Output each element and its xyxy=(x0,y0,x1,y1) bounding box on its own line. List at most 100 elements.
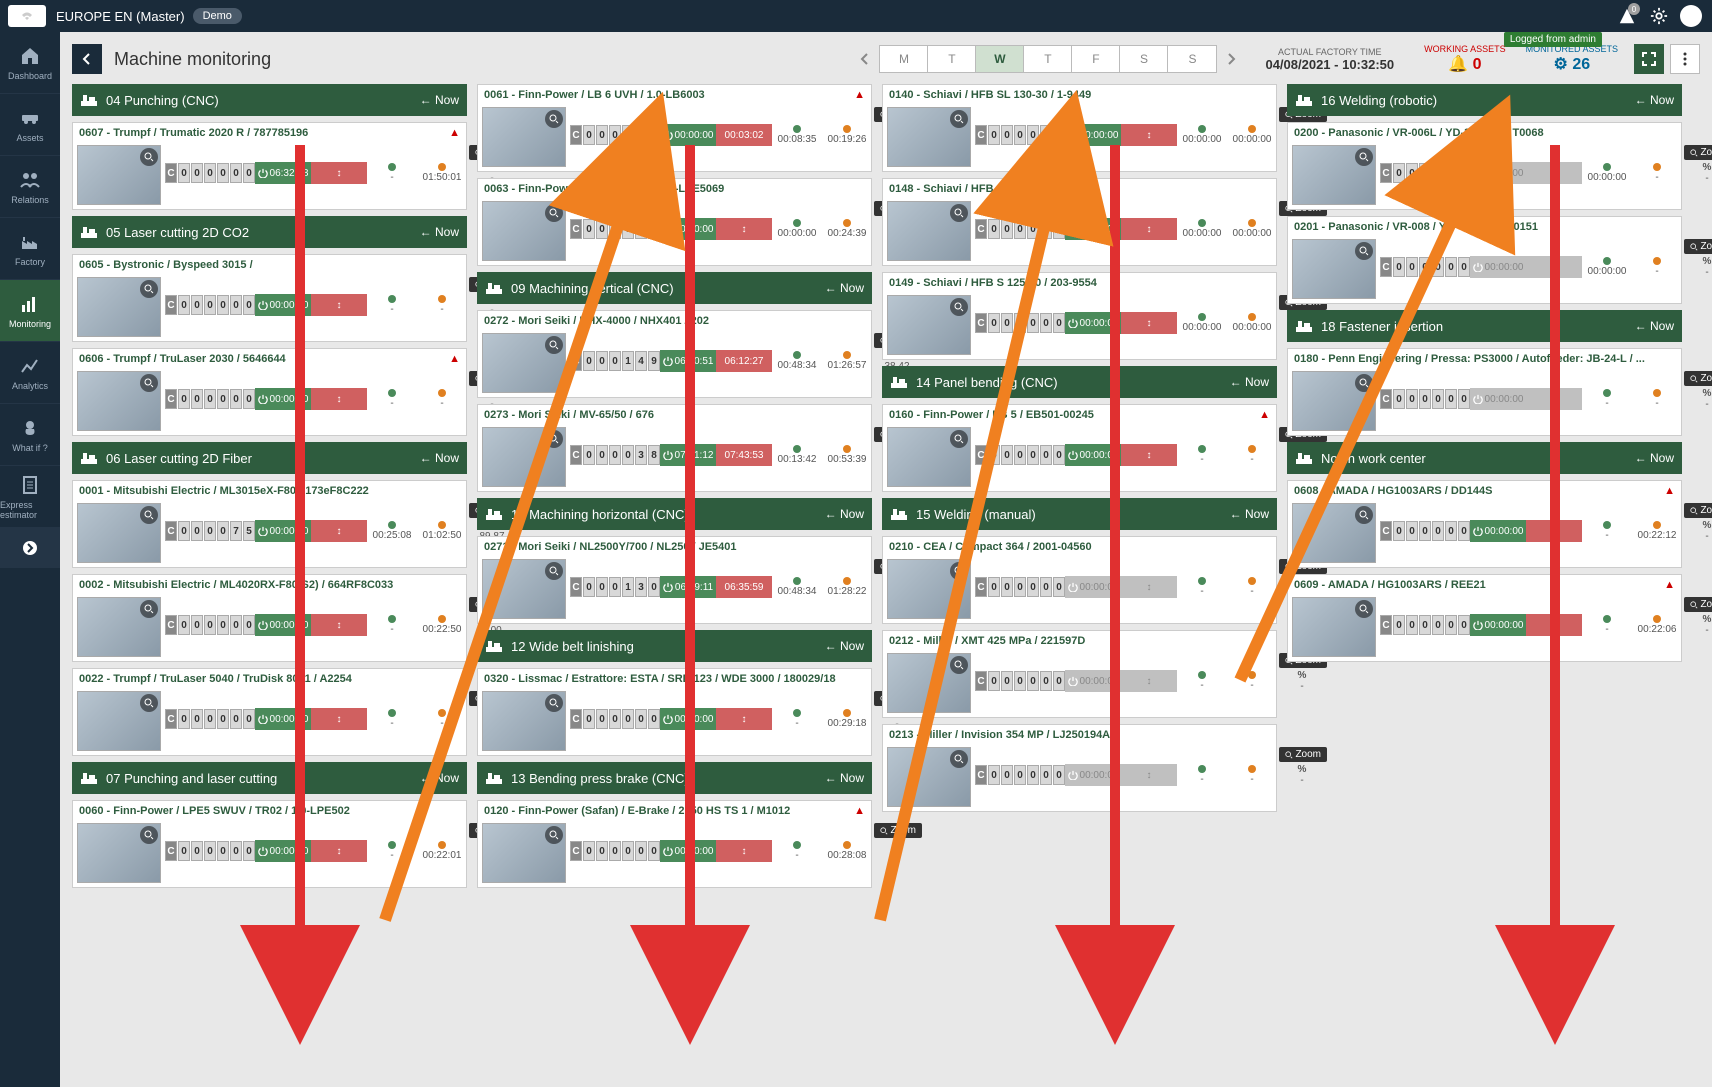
thumbnail-zoom-icon[interactable] xyxy=(950,204,968,222)
now-button[interactable]: ← Now xyxy=(825,771,864,785)
thumbnail-zoom-icon[interactable] xyxy=(950,430,968,448)
thumbnail-zoom-icon[interactable] xyxy=(140,280,158,298)
machine-title[interactable]: 0320 - Lissmac / Estrattore: ESTA / SRD … xyxy=(484,673,865,685)
back-button[interactable] xyxy=(72,44,102,74)
sidebar-item-relations[interactable]: Relations xyxy=(0,156,60,218)
day-tab-2[interactable]: W xyxy=(976,46,1024,72)
machine-title[interactable]: 0213 - Miller / Invision 354 MP / LJ2501… xyxy=(889,729,1270,741)
now-button[interactable]: ← Now xyxy=(420,451,459,465)
machine-title[interactable]: 0273 - Mori Seiki / MV-65/50 / 676 xyxy=(484,409,865,421)
now-button[interactable]: ← Now xyxy=(420,225,459,239)
gear-icon[interactable] xyxy=(1646,3,1672,29)
sidebar-item-analytics[interactable]: Analytics xyxy=(0,342,60,404)
zoom-button[interactable]: Zoom xyxy=(874,823,922,838)
day-tab-5[interactable]: S xyxy=(1120,46,1168,72)
thumbnail-zoom-icon[interactable] xyxy=(1355,148,1373,166)
machine-title[interactable]: 0148 - Schiavi / HFB / 130-30 / 676-9640 xyxy=(889,183,1270,195)
now-button[interactable]: ← Now xyxy=(1635,451,1674,465)
notifications-icon[interactable]: 0 xyxy=(1614,3,1640,29)
menu-button[interactable] xyxy=(1670,44,1700,74)
machine-title[interactable]: 0271 - Mori Seiki / NL2500Y/700 / NL250 … xyxy=(484,541,865,553)
machine-title[interactable]: 0061 - Finn-Power / LB 6 UVH / 1.0-LB600… xyxy=(484,89,850,101)
day-tab-6[interactable]: S xyxy=(1168,46,1216,72)
thumbnail-zoom-icon[interactable] xyxy=(1355,374,1373,392)
now-button[interactable]: ← Now xyxy=(1230,507,1269,521)
now-button[interactable]: ← Now xyxy=(420,771,459,785)
thumbnail-zoom-icon[interactable] xyxy=(950,750,968,768)
thumbnail-zoom-icon[interactable] xyxy=(545,336,563,354)
thumbnail-zoom-icon[interactable] xyxy=(545,694,563,712)
now-button[interactable]: ← Now xyxy=(1635,93,1674,107)
now-button[interactable]: ← Now xyxy=(1635,319,1674,333)
machine-title[interactable]: 0606 - Trumpf / TruLaser 2030 / 5646644 xyxy=(79,353,445,365)
day-tab-3[interactable]: T xyxy=(1024,46,1072,72)
fullscreen-button[interactable] xyxy=(1634,44,1664,74)
stat-2: 00:22:01 xyxy=(417,841,467,861)
thumbnail-zoom-icon[interactable] xyxy=(545,562,563,580)
machine-title[interactable]: 0022 - Trumpf / TruLaser 5040 / TruDisk … xyxy=(79,673,460,685)
day-tab-4[interactable]: F xyxy=(1072,46,1120,72)
machine-title[interactable]: 0140 - Schiavi / HFB SL 130-30 / 1-9449 xyxy=(889,89,1270,101)
workcenter-title: 18 Fastener insertion xyxy=(1321,319,1635,334)
thumbnail-zoom-icon[interactable] xyxy=(140,374,158,392)
machine-title[interactable]: 0001 - Mitsubishi Electric / ML3015eX-F8… xyxy=(79,485,460,497)
stat-1: - xyxy=(772,841,822,861)
machine-title[interactable]: 0608 - AMADA / HG1003ARS / DD144S xyxy=(1294,485,1660,497)
thumbnail-zoom-icon[interactable] xyxy=(1355,600,1373,618)
sidebar-item-factory[interactable]: Factory xyxy=(0,218,60,280)
sidebar-item-monitoring[interactable]: Monitoring xyxy=(0,280,60,342)
sidebar-item-assets[interactable]: Assets xyxy=(0,94,60,156)
machine-title[interactable]: 0272 - Mori Seiki / NHX-4000 / NHX401 / … xyxy=(484,315,865,327)
zoom-button[interactable]: Zoom xyxy=(1684,145,1712,160)
machine-title[interactable]: 0605 - Bystronic / Byspeed 3015 / xyxy=(79,259,460,271)
zoom-button[interactable]: Zoom xyxy=(1684,239,1712,254)
machine-title[interactable]: 0160 - Finn-Power / EB 5 / EB501-00245 xyxy=(889,409,1255,421)
machine-title[interactable]: 0060 - Finn-Power / LPE5 SWUV / TR02 / 1… xyxy=(79,805,460,817)
sidebar-item-what-if-[interactable]: What if ? xyxy=(0,404,60,466)
machine-thumbnail xyxy=(77,691,161,751)
thumbnail-zoom-icon[interactable] xyxy=(140,600,158,618)
sidebar-item-dashboard[interactable]: Dashboard xyxy=(0,32,60,94)
now-button[interactable]: ← Now xyxy=(420,93,459,107)
thumbnail-zoom-icon[interactable] xyxy=(1355,506,1373,524)
thumbnail-zoom-icon[interactable] xyxy=(140,506,158,524)
thumbnail-zoom-icon[interactable] xyxy=(950,110,968,128)
piece-counter: C000000 xyxy=(165,389,255,409)
machine-title[interactable]: 0210 - CEA / Compact 364 / 2001-04560 xyxy=(889,541,1270,553)
thumbnail-zoom-icon[interactable] xyxy=(950,298,968,316)
thumbnail-zoom-icon[interactable] xyxy=(950,562,968,580)
machine-title[interactable]: 0212 - Miller / XMT 425 MPa / 221597D xyxy=(889,635,1270,647)
machine-title[interactable]: 0180 - Penn Engineering / Pressa: PS3000… xyxy=(1294,353,1675,365)
zoom-button[interactable]: Zoom xyxy=(1684,503,1712,518)
now-button[interactable]: ← Now xyxy=(1230,375,1269,389)
now-button[interactable]: ← Now xyxy=(825,639,864,653)
machine-title[interactable]: 0200 - Panasonic / VR-006L / YD-350AF1 /… xyxy=(1294,127,1675,139)
thumbnail-zoom-icon[interactable] xyxy=(545,430,563,448)
thumbnail-zoom-icon[interactable] xyxy=(545,110,563,128)
thumbnail-zoom-icon[interactable] xyxy=(545,826,563,844)
machine-title[interactable]: 0201 - Panasonic / VR-008 / YD-350AF1 / … xyxy=(1294,221,1675,233)
zoom-button[interactable]: Zoom xyxy=(1684,597,1712,612)
sidebar-item-express-estimator[interactable]: Express estimator xyxy=(0,466,60,528)
now-button[interactable]: ← Now xyxy=(825,507,864,521)
now-button[interactable]: ← Now xyxy=(825,281,864,295)
avatar[interactable] xyxy=(1678,3,1704,29)
machine-title[interactable]: 0120 - Finn-Power (Safan) / E-Brake / 20… xyxy=(484,805,850,817)
thumbnail-zoom-icon[interactable] xyxy=(140,826,158,844)
machine-title[interactable]: 0149 - Schiavi / HFB S 125-30 / 203-9554 xyxy=(889,277,1270,289)
machine-title[interactable]: 0607 - Trumpf / Trumatic 2020 R / 787785… xyxy=(79,127,445,139)
thumbnail-zoom-icon[interactable] xyxy=(545,204,563,222)
machine-title[interactable]: 0609 - AMADA / HG1003ARS / REE21 xyxy=(1294,579,1660,591)
zoom-button[interactable]: Zoom xyxy=(1279,747,1327,762)
thumbnail-zoom-icon[interactable] xyxy=(1355,242,1373,260)
sidebar-collapse-button[interactable] xyxy=(0,528,60,568)
day-tab-1[interactable]: T xyxy=(928,46,976,72)
machine-card: 0212 - Miller / XMT 425 MPa / 221597DZoo… xyxy=(882,630,1277,718)
thumbnail-zoom-icon[interactable] xyxy=(140,148,158,166)
day-tab-0[interactable]: M xyxy=(880,46,928,72)
machine-title[interactable]: 0063 - Finn-Power / LPE6 / C025 / 3.0-LP… xyxy=(484,183,865,195)
zoom-button[interactable]: Zoom xyxy=(1684,371,1712,386)
machine-title[interactable]: 0002 - Mitsubishi Electric / ML4020RX-F8… xyxy=(79,579,460,591)
thumbnail-zoom-icon[interactable] xyxy=(950,656,968,674)
thumbnail-zoom-icon[interactable] xyxy=(140,694,158,712)
